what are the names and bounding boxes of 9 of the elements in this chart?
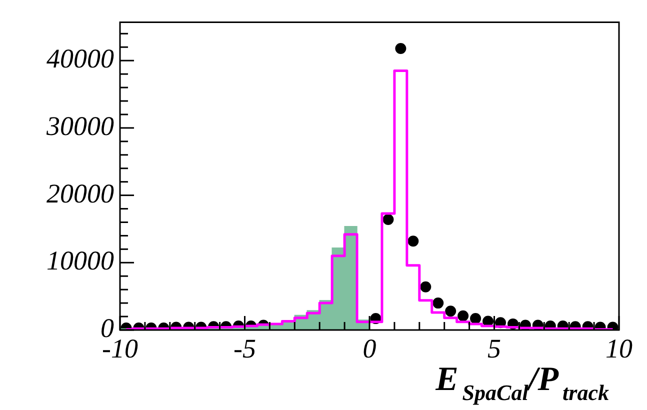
y-tick-label: 10000	[46, 246, 114, 276]
y-tick-label: 20000	[46, 178, 114, 208]
x-tick-label: 0	[362, 333, 377, 364]
x-tick-label: 5	[488, 333, 501, 364]
x-axis-title: E$_{SpaCal}$/P$_{track}$	[436, 361, 609, 405]
x-tick-label: -5	[234, 333, 256, 364]
y-tick-label: 30000	[46, 111, 114, 142]
y-tick-label: 40000	[46, 44, 114, 74]
x-tick-label: 10	[606, 333, 633, 364]
